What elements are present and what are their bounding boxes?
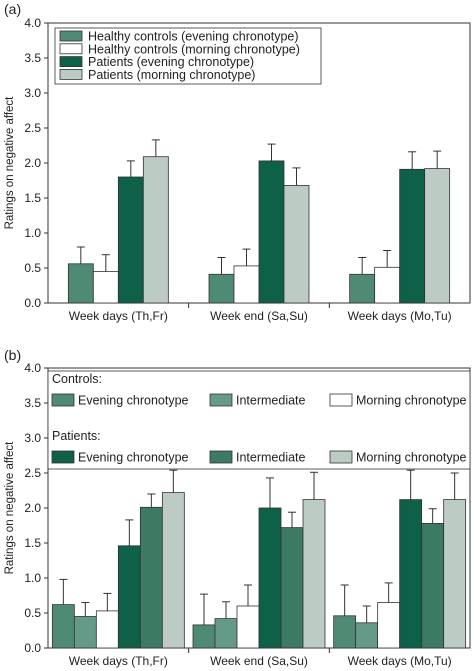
bar: [161, 492, 185, 649]
bar: [374, 266, 401, 304]
bar: [92, 271, 119, 304]
bar: [258, 160, 285, 304]
legend-swatch: [59, 69, 83, 80]
legend: Healthy controls (evening chronotype)Hea…: [54, 27, 322, 85]
legend-group-label: Controls:: [52, 372, 102, 386]
y-tick-label: 1.5: [24, 191, 41, 205]
bar: [302, 499, 326, 649]
y-axis-label: Ratings on negative affect: [4, 441, 16, 575]
bar: [333, 615, 357, 649]
y-tick-label: 1.0: [24, 226, 41, 240]
y-axis-label: Ratings on negative affect: [4, 96, 16, 230]
bar: [73, 616, 97, 649]
bar: [283, 184, 310, 304]
bar: [208, 273, 235, 304]
bar: [355, 622, 379, 649]
bar: [399, 168, 426, 304]
y-tick-label: 0.0: [24, 296, 41, 310]
bar: [258, 507, 282, 649]
bar: [424, 168, 451, 304]
y-tick-label: 3.5: [24, 396, 41, 410]
bar: [51, 604, 75, 649]
bar: [117, 176, 144, 304]
legend-frame: [54, 27, 322, 85]
y-tick-label: 2.5: [24, 121, 41, 135]
legend: Controls: Patients: Evening chronotype Inte…: [47, 370, 471, 470]
x-tick-label: Week end (Sa,Su): [210, 309, 308, 323]
legend-label: Intermediate: [236, 394, 306, 408]
y-tick-label: 3.5: [24, 51, 41, 65]
legend-label: Intermediate: [236, 451, 306, 465]
legend-swatch: [51, 393, 75, 407]
y-tick-label: 1.5: [24, 536, 41, 550]
legend-group-label: Patients:: [52, 429, 101, 443]
chart-panel-1: (a) 0.0 0.5 1.0 1.5 2.0 2.5 3.0 3.5 4.0 Ratings on…: [4, 1, 471, 323]
bar: [142, 156, 169, 304]
panel-label: (a): [4, 1, 21, 17]
legend-label: Patients (evening chronotype): [88, 55, 254, 69]
legend-swatch: [59, 30, 83, 42]
y-tick-label: 3.0: [24, 86, 41, 100]
y-tick-label: 2.5: [24, 466, 41, 480]
x-tick-label: Week days (Th,Fr): [69, 654, 168, 668]
bar: [214, 618, 238, 649]
bar: [377, 602, 401, 649]
legend-swatch: [51, 450, 75, 464]
y-tick-label: 2.0: [24, 501, 41, 515]
panel-label: (b): [4, 347, 21, 363]
x-tick-label: Week days (Mo,Tu): [348, 654, 452, 668]
legend-label: Morning chronotype: [356, 451, 467, 465]
bar: [349, 273, 376, 304]
y-tick-label: 4.0: [24, 361, 41, 375]
legend-swatch: [329, 393, 353, 407]
bar: [67, 263, 94, 304]
bar: [280, 527, 304, 649]
y-tick-label: 4.0: [24, 16, 41, 30]
bar: [443, 499, 467, 649]
bar: [192, 624, 216, 649]
bar: [399, 499, 423, 649]
bar: [139, 506, 163, 649]
legend-swatch: [209, 450, 233, 464]
legend-swatch: [209, 393, 233, 407]
bar: [117, 545, 141, 649]
y-tick-label: 3.0: [24, 431, 41, 445]
y-tick-label: 2.0: [24, 156, 41, 170]
y-tick-label: 0.5: [24, 606, 41, 620]
y-tick-label: 0.5: [24, 261, 41, 275]
x-tick-label: Week end (Sa,Su): [210, 654, 308, 668]
chart-panel-2: (b) 0.0 0.5 1.0 1.5 2.0 2.5 3.0 3.5 4.0 Ratings on…: [4, 347, 471, 668]
legend-swatch: [59, 43, 83, 55]
bar: [95, 610, 119, 649]
legend-swatch: [59, 56, 83, 67]
legend-label: Patients (morning chronotype): [88, 68, 255, 82]
legend-label: Morning chronotype: [356, 394, 467, 408]
bar: [233, 265, 260, 304]
legend-label: Healthy controls (morning chronotype): [88, 42, 300, 56]
legend-swatch: [329, 450, 353, 464]
legend-label: Healthy controls (evening chronotype): [88, 30, 299, 44]
bar: [421, 523, 445, 649]
y-tick-label: 1.0: [24, 571, 41, 585]
legend-label: Evening chronotype: [78, 394, 189, 408]
y-tick-label: 0.0: [24, 641, 41, 655]
x-tick-label: Week days (Th,Fr): [69, 309, 168, 323]
legend-frame: [47, 370, 471, 470]
bar: [236, 605, 260, 649]
x-tick-label: Week days (Mo,Tu): [348, 309, 452, 323]
legend-label: Evening chronotype: [78, 451, 189, 465]
